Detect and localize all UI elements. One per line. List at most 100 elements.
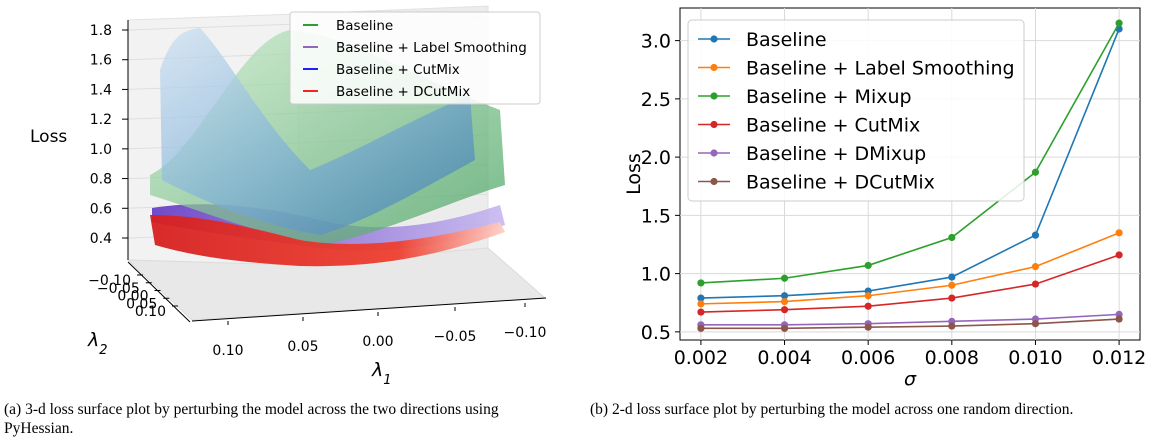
data-point — [948, 273, 956, 281]
legend-label: Baseline + DCutMix — [336, 84, 470, 100]
x-tick-label: 0.002 — [674, 347, 728, 369]
surface-baseline-dcutmix — [150, 215, 505, 267]
y-tick-label: 2.5 — [641, 89, 671, 111]
data-point — [1115, 19, 1123, 27]
lambda1-tick-label: 0.10 — [212, 343, 243, 359]
legend-marker — [710, 149, 718, 157]
data-point — [948, 233, 956, 242]
lambda2-axis-line — [127, 261, 191, 323]
floor-pane — [126, 247, 547, 321]
data-point — [697, 300, 705, 308]
lambda2-tick-label: 0.05 — [126, 296, 157, 312]
legend-label: Baseline + CutMix — [336, 62, 460, 78]
lambda1-axis: 0.10 0.05 0.00 −0.05 −0.10 — [191, 297, 547, 359]
data-point — [697, 308, 705, 316]
caption-a: (a) 3-d loss surface plot by perturbing … — [4, 401, 499, 437]
z-tick-label: 1.2 — [90, 112, 112, 128]
lambda2-tick-label: −0.05 — [97, 281, 140, 297]
data-point — [1115, 315, 1123, 323]
series-line — [700, 22, 1120, 284]
data-point — [780, 324, 789, 332]
z-tick-label: 1.0 — [90, 142, 112, 158]
surface-plot-panel: 0.4 0.6 0.8 1.0 1.2 1.4 1.6 1.8 Loss −0.10 −0.05… — [0, 0, 580, 446]
line-plot-panel: 0.002 0.004 0.006 0.008 0.010 0.012 0.5 1.0 1.5 2… — [580, 0, 1165, 446]
series-line — [700, 313, 1120, 326]
lambda1-axis-line — [191, 297, 547, 322]
data-point — [948, 322, 956, 330]
data-point — [864, 323, 872, 331]
z-tick-label: 0.4 — [90, 231, 112, 247]
lambda1-subscript: 1 — [383, 373, 391, 388]
series-line — [700, 254, 1120, 313]
legend-label: Baseline — [336, 18, 393, 34]
data-point — [1031, 280, 1040, 288]
x-tick-label: 0.010 — [1008, 347, 1062, 369]
legend-marker — [710, 177, 718, 186]
x-tick-label: 0.004 — [757, 347, 811, 369]
surface-label-smoothing — [160, 28, 475, 235]
legend-marker — [710, 63, 718, 72]
lambda1-tick-label: 0.00 — [362, 334, 393, 350]
data-point — [780, 274, 789, 282]
data-point — [864, 292, 872, 300]
legend-label: Baseline — [746, 29, 827, 51]
legend-label: Baseline + Label Smoothing — [746, 58, 1015, 80]
data-point — [864, 261, 872, 270]
data-point — [1031, 320, 1040, 328]
line-plot-svg: 0.002 0.004 0.006 0.008 0.010 0.012 0.5 1.0 1.5 2… — [623, 7, 1147, 390]
legend-marker — [710, 120, 718, 129]
lambda2-label: λ2 — [87, 329, 108, 358]
surface-legend: Baseline Baseline + Label Smoothing Baseli… — [289, 11, 541, 105]
lambda1-label: λ1 — [371, 359, 392, 388]
data-point — [948, 281, 956, 289]
z-axis: 0.4 0.6 0.8 1.0 1.2 1.4 1.6 1.8 — [90, 20, 129, 260]
data-point — [948, 294, 956, 302]
lambda1-tick-label: −0.05 — [434, 329, 477, 345]
line-legend: Baseline Baseline + Label Smoothing Baseli… — [687, 19, 1025, 202]
y-tick-label: 0.5 — [641, 322, 671, 344]
legend-label: Baseline + CutMix — [746, 115, 920, 137]
z-tick-label: 1.8 — [90, 23, 112, 39]
y-tick-label: 1.5 — [641, 205, 671, 227]
y-tick-label: 1.0 — [641, 264, 671, 286]
series-line — [700, 232, 1120, 305]
data-point — [697, 279, 705, 287]
data-point — [864, 302, 872, 310]
legend-label: Baseline + DCutMix — [746, 172, 935, 194]
lambda2-tick-label: −0.10 — [88, 273, 131, 289]
lambda1-tick-label: 0.05 — [287, 339, 318, 355]
data-point — [1031, 263, 1040, 271]
legend-box — [687, 19, 1025, 202]
data-point — [1115, 251, 1123, 259]
series-group — [697, 19, 1123, 332]
lambda1-tick-label: −0.10 — [504, 325, 547, 341]
data-point — [1031, 231, 1040, 239]
data-point — [1031, 168, 1040, 176]
x-axis-label: σ — [904, 368, 917, 390]
lambda2-tick-label: 0.10 — [135, 304, 166, 320]
x-tick-label: 0.012 — [1092, 347, 1146, 369]
axis-ticks: 0.002 0.004 0.006 0.008 0.010 0.012 0.5 1.0 1.5 2… — [641, 31, 1147, 369]
data-point — [697, 324, 705, 332]
lambda2-subscript: 2 — [99, 343, 107, 358]
legend-marker — [710, 35, 718, 43]
caption-b: (b) 2-d loss surface plot by perturbing … — [590, 401, 1074, 418]
lambda2-axis: −0.10−0.050.000.050.10 — [88, 261, 191, 323]
z-tick-label: 0.6 — [90, 201, 112, 217]
legend-label: Baseline + DMixup — [746, 143, 926, 165]
series-line — [700, 28, 1120, 299]
legend-marker — [710, 92, 718, 100]
data-point — [780, 297, 789, 306]
z-gridline — [127, 23, 299, 31]
data-point — [780, 292, 789, 300]
data-point — [697, 294, 705, 302]
series-line — [700, 318, 1120, 330]
lambda2-tick-label: 0.00 — [117, 289, 148, 305]
data-point — [1115, 229, 1123, 237]
y-tick-label: 3.0 — [641, 31, 671, 53]
legend-label: Baseline + Label Smoothing — [336, 40, 527, 56]
legend-label: Baseline + Mixup — [746, 86, 912, 108]
x-tick-label: 0.008 — [925, 347, 979, 369]
z-tick-label: 1.4 — [90, 82, 112, 98]
x-tick-label: 0.006 — [841, 347, 895, 369]
